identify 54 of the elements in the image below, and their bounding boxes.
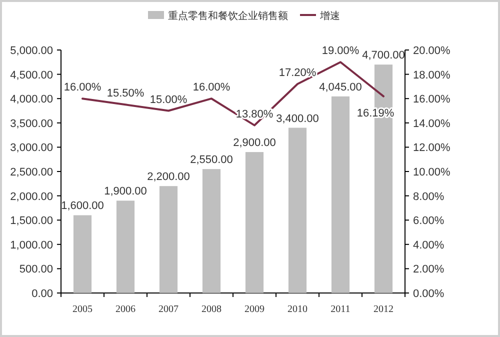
bar	[73, 215, 92, 293]
data-label: 4,045.00	[319, 81, 362, 94]
x-tick-label: 2007	[158, 304, 178, 315]
x-tick-label: 2009	[244, 304, 264, 315]
y-tick-label: 3,500.00	[10, 118, 53, 130]
y2-tick-label: 0.00%	[413, 288, 444, 300]
y-tick-label: 1,500.00	[10, 215, 53, 228]
y-tick-label: 4,500.00	[10, 69, 53, 82]
y2-tick-label: 8.00%	[413, 190, 444, 203]
y2-tick-label: 14.00%	[413, 118, 451, 130]
data-label: 16.19%	[356, 107, 394, 120]
data-label: 16.00%	[192, 82, 230, 94]
y-tick-label: 5,000.00	[10, 45, 53, 57]
y2-tick-label: 12.00%	[413, 142, 451, 154]
y2-tick-label: 10.00%	[413, 166, 451, 178]
data-label: 17.20%	[278, 67, 316, 80]
y-tick-label: 1,000.00	[10, 239, 53, 252]
data-label: 4,700.00	[362, 50, 405, 62]
y2-tick-label: 20.00%	[413, 45, 451, 57]
x-tick-label: 2006	[116, 304, 136, 315]
data-label: 1,600.00	[61, 200, 104, 212]
data-label: 2,200.00	[147, 171, 190, 184]
legend-label: 重点零售和餐饮企业销售额	[168, 10, 288, 22]
y-tick-label: 500.00	[19, 264, 53, 276]
data-label: 1,900.00	[104, 186, 147, 198]
legend-label: 增速	[319, 10, 340, 22]
x-tick-label: 2008	[202, 304, 222, 315]
y2-tick-label: 6.00%	[413, 215, 444, 228]
y-tick-label: 4,000.00	[10, 94, 53, 106]
x-tick-label: 2010	[288, 304, 308, 315]
y2-tick-label: 16.00%	[413, 94, 451, 106]
data-label: 19.00%	[322, 45, 360, 58]
bar	[245, 152, 264, 293]
y2-tick-label: 18.00%	[413, 69, 451, 82]
x-tick-label: 2011	[330, 304, 350, 315]
bar	[116, 200, 135, 293]
y2-tick-label: 2.00%	[413, 264, 444, 276]
bar	[202, 169, 221, 293]
data-label: 15.50%	[106, 88, 144, 100]
data-label: 2,550.00	[190, 154, 233, 166]
y2-tick-label: 4.00%	[413, 239, 444, 252]
bar	[288, 128, 307, 293]
data-label: 2,900.00	[233, 137, 276, 150]
y-tick-label: 2,500.00	[10, 166, 53, 178]
x-tick-label: 2012	[374, 304, 394, 315]
bar	[331, 96, 350, 293]
x-tick-label: 2005	[72, 304, 92, 315]
data-label: 16.00%	[64, 82, 102, 94]
data-label: 15.00%	[150, 94, 188, 106]
bar	[159, 186, 178, 293]
y-tick-label: 0.00	[32, 288, 53, 300]
y-tick-label: 2,000.00	[10, 190, 53, 203]
y-tick-label: 3,000.00	[10, 142, 53, 154]
data-label: 3,400.00	[276, 112, 319, 125]
